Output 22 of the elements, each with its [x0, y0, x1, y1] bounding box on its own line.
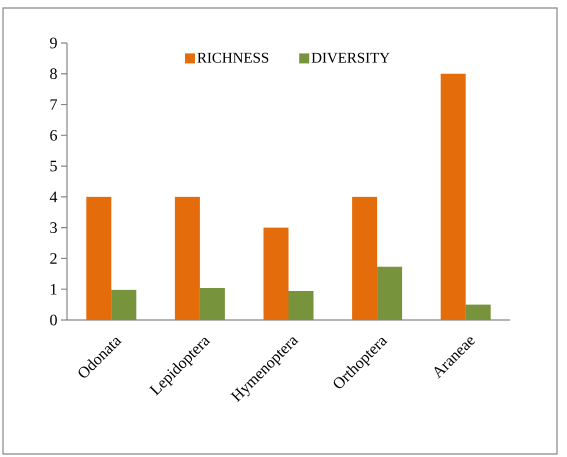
y-tick-label: 6 — [50, 130, 58, 141]
y-tick-label: 5 — [50, 160, 57, 172]
bar — [174, 196, 200, 320]
legend-label: DIVERSITY — [312, 52, 390, 63]
bar — [466, 304, 491, 320]
bar — [264, 228, 289, 320]
bar — [86, 196, 112, 320]
bar — [352, 196, 378, 320]
y-tick-label: 1 — [50, 284, 57, 294]
y-tick-label: 0 — [50, 314, 57, 326]
bar — [288, 291, 314, 320]
bar — [200, 288, 225, 320]
y-tick-label: 8 — [50, 68, 57, 80]
y-tick-label: 9 — [50, 38, 57, 48]
bar — [377, 266, 402, 320]
legend-label: RICHNESS — [197, 52, 268, 63]
bar — [111, 290, 136, 320]
y-tick-label: 4 — [50, 192, 58, 202]
y-tick-label: 7 — [50, 99, 58, 110]
bar — [440, 74, 466, 320]
y-tick-label: 2 — [50, 253, 57, 264]
y-tick-label: 3 — [50, 222, 57, 234]
